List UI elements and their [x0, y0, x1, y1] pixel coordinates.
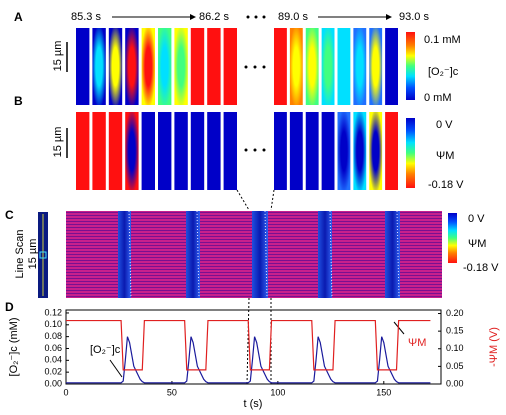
heatmap-strip — [369, 112, 383, 190]
y-tick-label: 0.12 — [44, 307, 62, 317]
annotation-arrow — [109, 359, 123, 378]
x-tick-label: 50 — [167, 387, 177, 397]
time-label: 85.3 s — [71, 11, 101, 23]
heatmap-strip — [190, 28, 205, 105]
series-line — [66, 319, 431, 371]
y2-axis-label: -ΨM (V) — [488, 327, 500, 367]
x-tick-label: 0 — [63, 387, 68, 397]
panel-label: C — [5, 208, 14, 222]
heatmap-strip — [274, 28, 287, 105]
heatmap-strip — [125, 112, 139, 190]
scale-bar-label: 15 µm — [52, 127, 64, 158]
colorbar-name: ΨM — [468, 238, 486, 250]
heatmap-strip — [305, 112, 319, 190]
scale-bar-label: 15 µm — [27, 239, 39, 270]
zoom-lines — [236, 189, 275, 211]
heatmap-strip — [76, 112, 90, 190]
x-axis-label: t (s) — [244, 398, 263, 410]
y2-tick-label: 0.15 — [446, 326, 464, 336]
roi — [39, 251, 47, 259]
colorbar-max: 0.1 mM — [424, 34, 461, 46]
heatmap-strip — [207, 112, 221, 190]
ellipsis — [244, 15, 266, 152]
heatmap-strip — [223, 112, 237, 190]
heatmap-strip — [108, 112, 123, 190]
y-tick-label: 0.06 — [44, 343, 62, 353]
x-tick-label: 150 — [376, 387, 391, 397]
heatmap-strip — [92, 112, 106, 190]
heatmap-strip — [76, 28, 90, 105]
heatmap-strip — [353, 28, 367, 105]
colorbar-max: 0 V — [468, 213, 485, 225]
heatmap-strip — [174, 112, 188, 190]
heatmap-strip — [141, 112, 155, 190]
heatmap-strip — [141, 28, 155, 105]
y-axis-label: [O₂⁻]c (mM) — [8, 318, 20, 377]
heatmap-strip — [353, 112, 367, 190]
heatmap-strip — [223, 28, 237, 105]
colorbar-min: -0.18 V — [463, 262, 499, 274]
y2-tick-label: 0.10 — [446, 343, 464, 353]
zoom-lines — [246, 297, 272, 385]
panel-label: D — [5, 300, 14, 314]
heatmap-strip — [207, 28, 221, 105]
colorbar-min: -0.18 V — [428, 179, 464, 191]
heatmap-strip — [289, 28, 303, 105]
line-scan-title: Line Scan — [14, 230, 26, 279]
arrow-head — [190, 14, 196, 20]
heatmap-strip — [385, 28, 398, 105]
heatmap-strip — [125, 28, 139, 105]
colorbar — [406, 118, 415, 188]
time-label: 93.0 s — [399, 11, 429, 23]
colorbar-min: 0 mM — [424, 92, 452, 104]
heatmap-strip — [289, 112, 303, 190]
panel-label: A — [14, 10, 23, 24]
x-tick-label: 100 — [270, 387, 285, 397]
heatmap-strip — [108, 28, 123, 105]
heatmap-strip — [305, 28, 319, 105]
y2-tick-label: 0.20 — [446, 308, 464, 318]
y-tick-label: 0.00 — [44, 378, 62, 388]
heatmap-strip — [158, 28, 172, 105]
plot-frame — [65, 309, 442, 385]
heatmap-strip — [321, 112, 335, 190]
time-label: 89.0 s — [278, 11, 308, 23]
y-tick-label: 0.10 — [44, 319, 62, 329]
annotation: ΨM — [408, 337, 426, 349]
depolarization-bands — [118, 211, 400, 298]
heatmap-strip — [92, 28, 106, 105]
wave-fronts — [128, 210, 400, 299]
arrow-head — [386, 14, 392, 20]
scale-bar-label: 15 µm — [52, 41, 64, 72]
annotation-arrow — [393, 321, 405, 335]
y-tick-label: 0.08 — [44, 331, 62, 341]
heatmap-strip — [337, 28, 351, 105]
heatmap-strip — [385, 112, 398, 190]
time-label: 86.2 s — [199, 11, 229, 23]
y2-tick-label: 0.00 — [446, 378, 464, 388]
colorbar-max: 0 V — [436, 119, 453, 131]
heatmap-strip — [369, 28, 383, 105]
heatmap-strip — [321, 28, 335, 105]
y-tick-label: 0.04 — [44, 355, 62, 365]
y2-tick-label: 0.05 — [446, 361, 464, 371]
heatmap-strip — [158, 112, 172, 190]
heatmap-strip — [337, 112, 351, 190]
heatmap-strip — [190, 112, 205, 190]
panel-label: B — [14, 94, 23, 108]
y-tick-label: 0.02 — [44, 367, 62, 377]
colorbar-name: ΨM — [436, 150, 454, 162]
colorbar — [448, 213, 457, 263]
heatmap-strip — [274, 112, 287, 190]
colorbar-name: [O₂⁻]c — [428, 66, 459, 78]
annotation: [O₂⁻]c — [90, 344, 121, 356]
series-line — [66, 336, 431, 384]
heatmap-strip — [174, 28, 188, 105]
colorbar — [406, 32, 415, 100]
